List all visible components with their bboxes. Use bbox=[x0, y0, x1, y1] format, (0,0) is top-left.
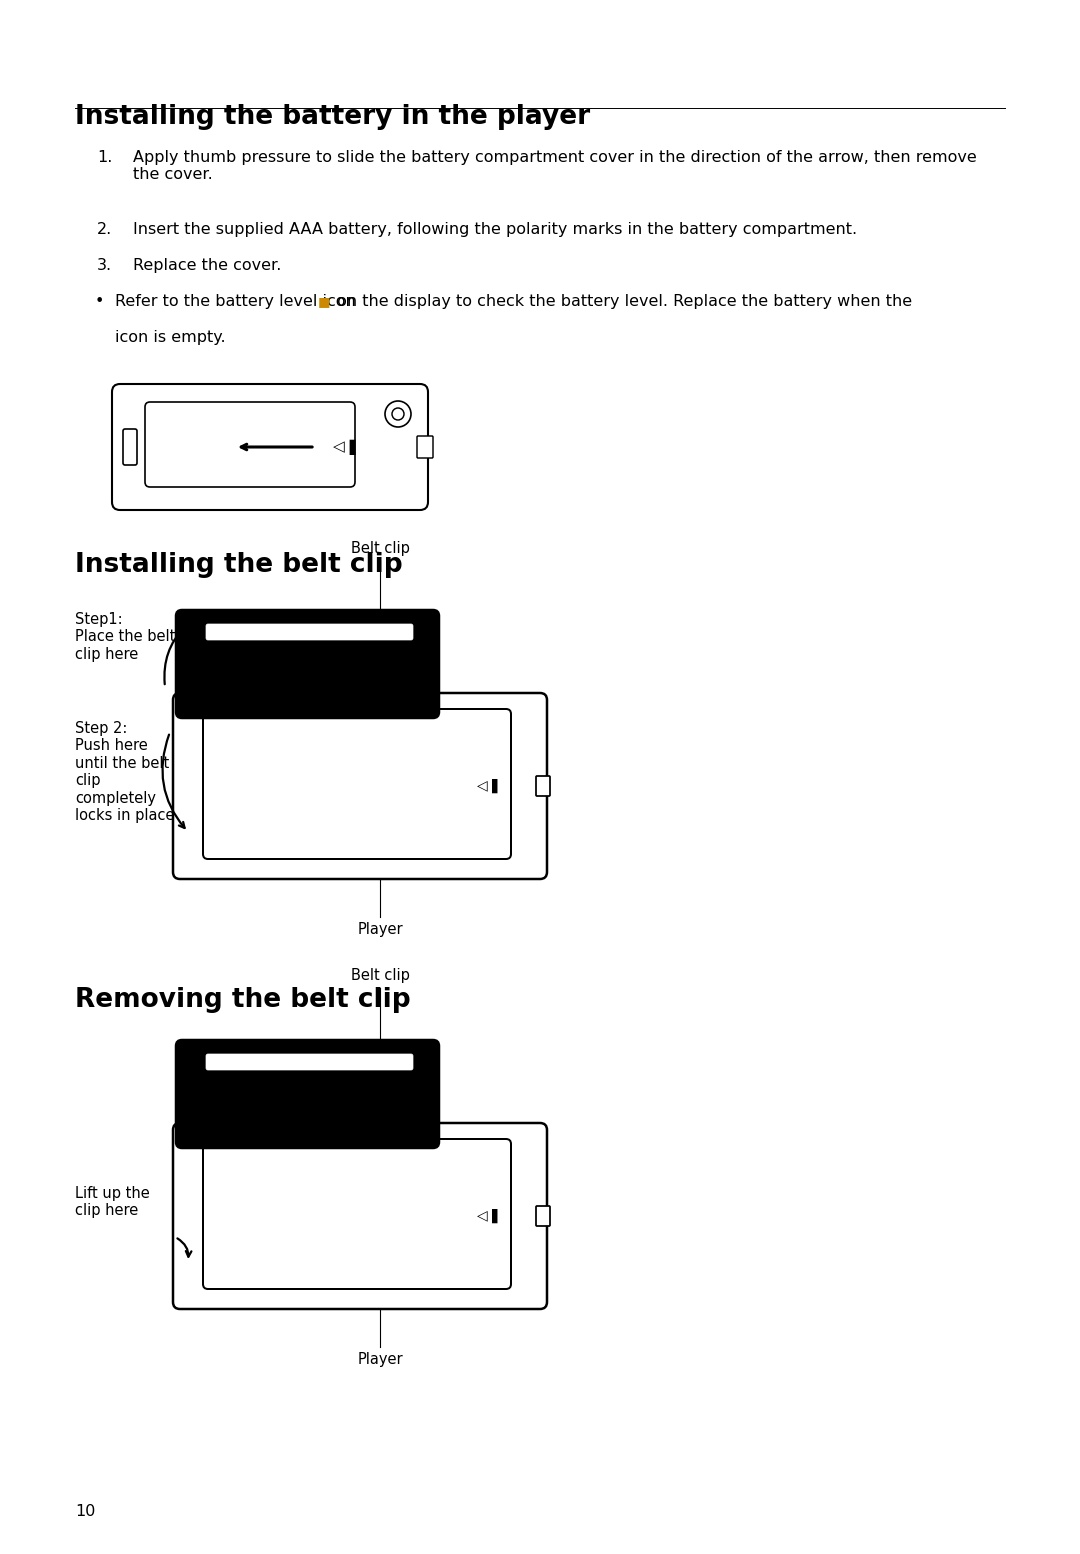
Text: Installing the belt clip: Installing the belt clip bbox=[75, 552, 403, 578]
Text: •: • bbox=[95, 294, 105, 309]
FancyBboxPatch shape bbox=[112, 384, 428, 510]
Text: ■: ■ bbox=[319, 295, 330, 308]
Text: 2.: 2. bbox=[97, 222, 112, 238]
FancyBboxPatch shape bbox=[417, 437, 433, 458]
Text: ◁▐: ◁▐ bbox=[477, 1209, 499, 1223]
Text: Player: Player bbox=[357, 1352, 403, 1368]
Text: Step 2:
Push here
until the belt
clip
completely
locks in place: Step 2: Push here until the belt clip co… bbox=[75, 721, 175, 824]
Text: Insert the supplied AAA battery, following the polarity marks in the battery com: Insert the supplied AAA battery, followi… bbox=[133, 222, 858, 238]
Text: Refer to the battery level icon: Refer to the battery level icon bbox=[114, 294, 361, 309]
Text: Installing the battery in the player: Installing the battery in the player bbox=[75, 104, 590, 131]
FancyBboxPatch shape bbox=[176, 1040, 438, 1148]
FancyBboxPatch shape bbox=[123, 429, 137, 465]
Text: Player: Player bbox=[357, 922, 403, 937]
Text: icon is empty.: icon is empty. bbox=[114, 329, 226, 345]
FancyBboxPatch shape bbox=[173, 1124, 546, 1308]
Text: Removing the belt clip: Removing the belt clip bbox=[75, 987, 410, 1013]
Text: Belt clip: Belt clip bbox=[351, 541, 409, 556]
Text: ◁▐: ◁▐ bbox=[477, 779, 499, 793]
FancyBboxPatch shape bbox=[173, 693, 546, 880]
FancyBboxPatch shape bbox=[145, 402, 355, 486]
Text: ◁▐: ◁▐ bbox=[334, 440, 356, 455]
FancyBboxPatch shape bbox=[206, 1054, 413, 1071]
Circle shape bbox=[392, 409, 404, 420]
Text: 3.: 3. bbox=[97, 258, 112, 274]
Text: Lift up the
clip here: Lift up the clip here bbox=[75, 1186, 150, 1218]
Text: Replace the cover.: Replace the cover. bbox=[133, 258, 282, 274]
FancyBboxPatch shape bbox=[206, 625, 413, 640]
Text: 10: 10 bbox=[75, 1504, 95, 1518]
Text: Belt clip: Belt clip bbox=[351, 968, 409, 984]
Text: Apply thumb pressure to slide the battery compartment cover in the direction of : Apply thumb pressure to slide the batter… bbox=[133, 151, 976, 182]
Text: Step1:
Place the belt
clip here: Step1: Place the belt clip here bbox=[75, 612, 175, 662]
FancyBboxPatch shape bbox=[203, 1139, 511, 1288]
FancyBboxPatch shape bbox=[176, 611, 438, 718]
Text: on the display to check the battery level. Replace the battery when the: on the display to check the battery leve… bbox=[333, 294, 913, 309]
FancyBboxPatch shape bbox=[536, 1206, 550, 1226]
FancyBboxPatch shape bbox=[203, 709, 511, 859]
Text: 1.: 1. bbox=[97, 151, 112, 165]
FancyBboxPatch shape bbox=[536, 775, 550, 796]
Circle shape bbox=[384, 401, 411, 427]
